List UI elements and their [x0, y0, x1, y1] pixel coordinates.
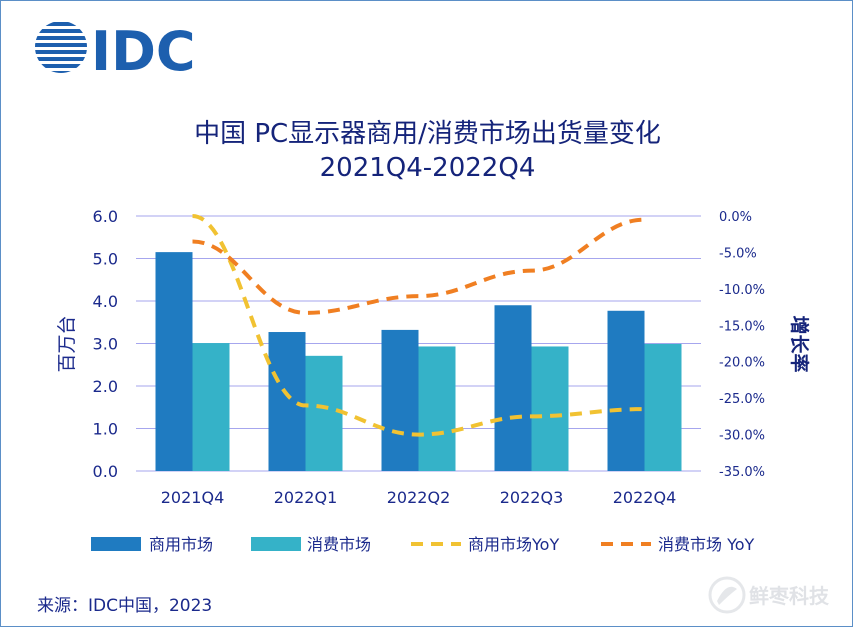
y-tick-label: 1.0 [93, 420, 118, 439]
bar-consumer [531, 346, 569, 471]
y2-tick-label: -25.0% [719, 392, 765, 407]
y-tick-label: 3.0 [93, 335, 118, 354]
watermark-logo-icon [708, 576, 746, 614]
y-tick-label: 6.0 [93, 207, 118, 226]
y-tick-label: 2.0 [93, 377, 118, 396]
y2-tick-label: -15.0% [719, 319, 765, 334]
watermark: 鲜枣科技 [708, 576, 830, 614]
legend-consumer-label: 消费市场 [307, 535, 371, 554]
idc-logo: IDC [35, 20, 196, 79]
y-tick-label: 4.0 [93, 292, 118, 311]
y-tick-label: 0.0 [93, 462, 118, 481]
bar-consumer [305, 355, 343, 471]
x-tick-label: 2022Q2 [387, 488, 451, 507]
y2-tick-label: -5.0% [719, 246, 757, 261]
bar-commercial [607, 310, 645, 471]
line-consumer-yoy [192, 217, 645, 315]
bar-commercial [155, 252, 193, 471]
y2-tick-label: -35.0% [719, 465, 765, 480]
legend-commercial-swatch [91, 537, 141, 551]
bar-commercial [381, 329, 419, 471]
legend-consumer-swatch [251, 537, 301, 551]
x-tick-label: 2022Q4 [613, 488, 677, 507]
y2-tick-label: 0.0% [719, 210, 752, 225]
bar-consumer [418, 346, 456, 471]
x-tick-label: 2022Q1 [274, 488, 338, 507]
legend-commercial-yoy-label: 商用市场YoY [468, 535, 559, 554]
y2-tick-label: -10.0% [719, 283, 765, 298]
y2-axis-title: 增长率 [788, 315, 811, 372]
chart-subtitle: 2021Q4-2022Q4 [319, 153, 536, 183]
bar-commercial [494, 305, 532, 471]
x-tick-label: 2021Q4 [161, 488, 225, 507]
y2-tick-label: -30.0% [719, 429, 765, 444]
y2-tick-label: -20.0% [719, 356, 765, 371]
logo-text: IDC [91, 20, 196, 79]
x-tick-label: 2022Q3 [500, 488, 564, 507]
bar-consumer [192, 343, 230, 471]
chart-title: 中国 PC显示器商用/消费市场出货量变化 [194, 119, 661, 149]
legend-consumer-yoy-label: 消费市场 YoY [658, 535, 755, 554]
y-axis-title: 百万台 [56, 315, 78, 372]
line-commercial-yoy [192, 214, 645, 437]
watermark-text: 鲜枣科技 [749, 584, 830, 608]
bar-commercial [268, 332, 306, 471]
legend-commercial-label: 商用市场 [149, 535, 213, 554]
bar-consumer [644, 343, 682, 471]
y-tick-label: 5.0 [93, 250, 118, 269]
globe-icon [35, 22, 87, 73]
source-note: 来源：IDC中国，2023 [37, 596, 213, 616]
